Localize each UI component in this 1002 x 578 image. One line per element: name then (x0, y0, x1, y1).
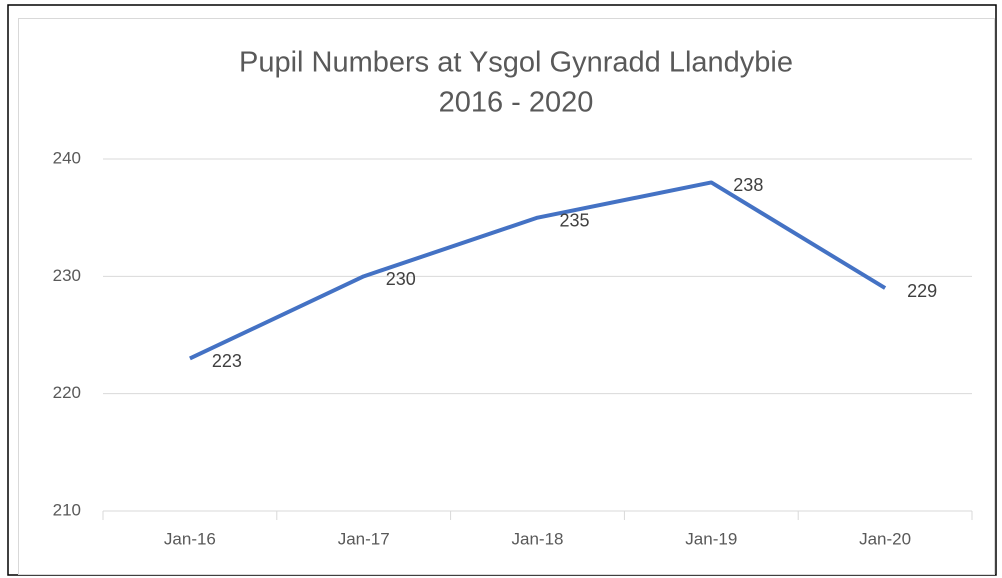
x-tick-label: Jan-16 (164, 529, 216, 548)
chart-title: Pupil Numbers at Ysgol Gynradd Llandybie (239, 47, 793, 79)
x-tick-label: Jan-18 (512, 529, 564, 548)
y-tick-label: 230 (53, 266, 81, 285)
x-tick-label: Jan-20 (859, 529, 911, 548)
data-label: 235 (560, 210, 590, 230)
x-tick-label: Jan-19 (685, 529, 737, 548)
data-line (189, 180, 887, 361)
y-tick-label: 210 (53, 500, 81, 519)
data-label: 238 (733, 175, 763, 195)
y-tick-label: 220 (53, 383, 81, 402)
data-label: 230 (386, 269, 416, 289)
chart-border (18, 18, 995, 575)
chart-subtitle: 2016 - 2020 (439, 87, 594, 119)
data-label: 229 (907, 281, 937, 301)
data-label: 223 (212, 351, 242, 371)
y-tick-label: 240 (53, 148, 81, 167)
x-tick-label: Jan-17 (338, 529, 390, 548)
